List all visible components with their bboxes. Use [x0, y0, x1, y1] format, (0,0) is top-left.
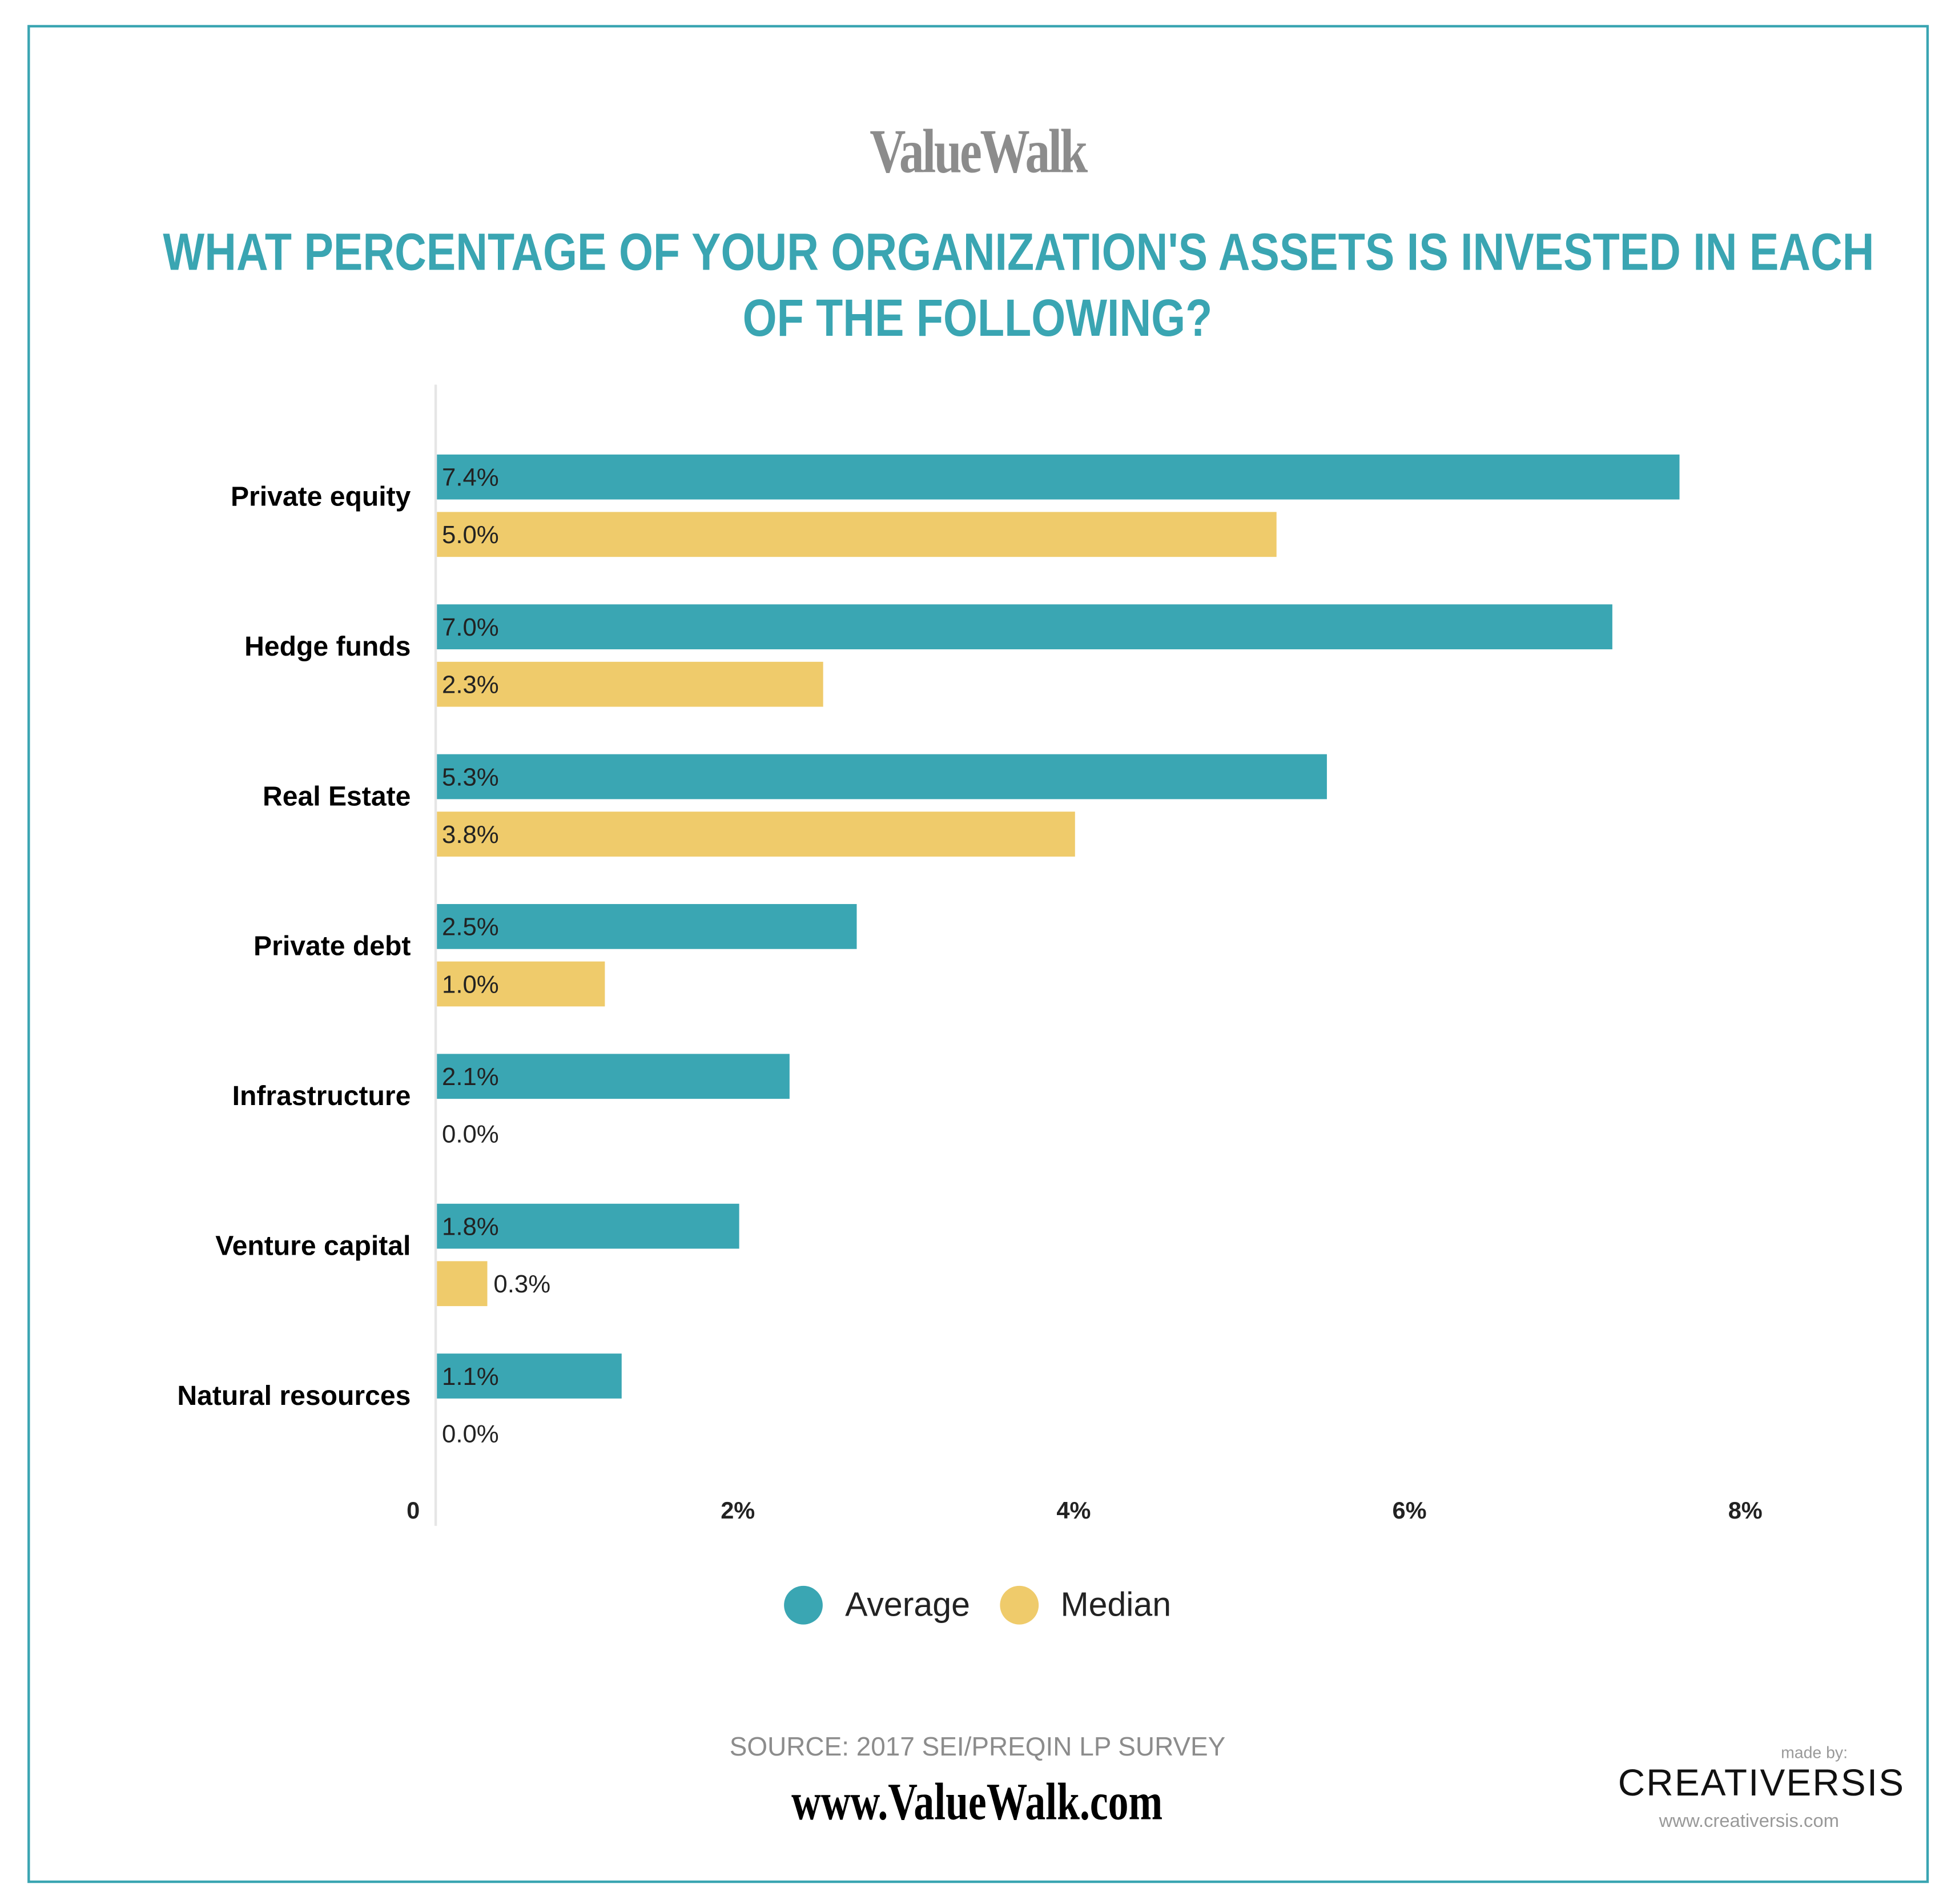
- value-label: 0.3%: [493, 1270, 550, 1298]
- legend-item-median[interactable]: Median: [999, 1585, 1172, 1625]
- category-label: Private equity: [231, 481, 411, 512]
- x-tick-label: 4%: [1056, 1497, 1091, 1524]
- chart-title-line-2: OF THE FOLLOWING?: [0, 288, 1955, 348]
- category-label: Natural resources: [177, 1380, 411, 1411]
- bar-average: [437, 904, 857, 949]
- site-url[interactable]: www.ValueWalk.com: [0, 1773, 1955, 1833]
- value-label: 5.0%: [442, 521, 499, 549]
- x-tick-label: 6%: [1393, 1497, 1427, 1524]
- legend-label: Median: [1060, 1585, 1172, 1624]
- bar-median: [437, 961, 605, 1007]
- value-label: 1.0%: [442, 970, 499, 998]
- value-label: 2.3%: [442, 671, 499, 699]
- category-label: Real Estate: [263, 781, 411, 812]
- legend: Average Median: [0, 1585, 1955, 1633]
- bar-median: [437, 661, 823, 707]
- title-text: OF THE FOLLOWING?: [742, 288, 1213, 347]
- category-label: Private debt: [254, 931, 411, 962]
- median-dot-icon: [999, 1585, 1039, 1625]
- creativersis-url[interactable]: www.creativersis.com: [1659, 1810, 1839, 1832]
- legend-label: Average: [845, 1585, 970, 1624]
- bar-median: [437, 812, 1075, 857]
- value-label: 2.1%: [442, 1063, 499, 1091]
- x-tick-label: 2%: [721, 1497, 755, 1524]
- value-label: 0.0%: [442, 1120, 499, 1148]
- bar-median: [437, 1261, 488, 1307]
- bar-average: [437, 454, 1680, 500]
- bar-average: [437, 1203, 739, 1249]
- value-label: 0.0%: [442, 1420, 499, 1448]
- value-label: 3.8%: [442, 821, 499, 849]
- bar-average: [437, 604, 1612, 649]
- value-label: 7.0%: [442, 613, 499, 641]
- category-label: Hedge funds: [244, 631, 411, 662]
- value-label: 1.1%: [442, 1363, 499, 1391]
- bar-average: [437, 1353, 622, 1399]
- category-label: Infrastructure: [232, 1080, 411, 1111]
- x-tick-label: 0: [407, 1497, 420, 1524]
- value-label: 7.4%: [442, 464, 499, 492]
- valuewalk-logo: ValueWalk: [0, 115, 1955, 187]
- site-url-text: www.ValueWalk.com: [791, 1774, 1164, 1832]
- title-text: WHAT PERCENTAGE OF YOUR ORGANIZATION'S A…: [163, 222, 1874, 281]
- chart-title-line-1: WHAT PERCENTAGE OF YOUR ORGANIZATION'S A…: [0, 222, 1955, 282]
- value-label: 1.8%: [442, 1212, 499, 1240]
- bar-average: [437, 1054, 790, 1099]
- bar-average: [437, 754, 1327, 800]
- source-note: SOURCE: 2017 SEI/PREQIN LP SURVEY: [729, 1733, 1226, 1762]
- logo-text: ValueWalk: [869, 116, 1088, 186]
- value-label: 2.5%: [442, 913, 499, 941]
- category-label: Venture capital: [215, 1230, 411, 1261]
- frame-border: [27, 25, 1929, 1883]
- legend-item-average[interactable]: Average: [783, 1585, 970, 1625]
- x-tick-label: 8%: [1728, 1497, 1763, 1524]
- creativersis-logo: CREATIVERSIS: [1618, 1763, 1905, 1805]
- value-label: 5.3%: [442, 763, 499, 791]
- made-by-label: made by:: [1781, 1743, 1848, 1762]
- bar-median: [437, 512, 1277, 557]
- average-dot-icon: [783, 1585, 823, 1625]
